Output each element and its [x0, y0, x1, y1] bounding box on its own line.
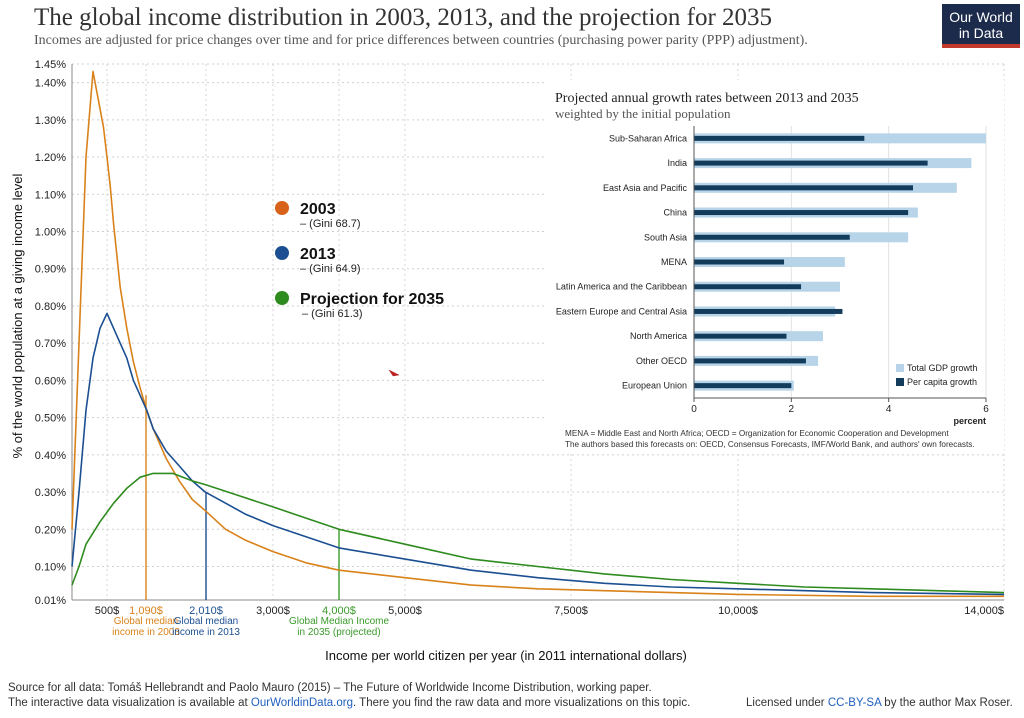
y-axis-title: % of the world population at a giving in… — [10, 174, 25, 459]
inset-category-label: MENA — [661, 257, 687, 267]
y-tick-label: 1.20% — [35, 152, 66, 164]
inset-legend-label: Total GDP growth — [907, 363, 977, 373]
y-tick-label: 0.60% — [35, 375, 66, 387]
inset-x-tick-label: 4 — [886, 404, 892, 415]
legend-label: 2013 — [300, 246, 336, 263]
inset-category-label: European Union — [622, 381, 687, 391]
series-line — [71, 312, 1005, 596]
license-link[interactable]: CC-BY-SA — [827, 697, 882, 709]
y-tick-label: 1.45% — [35, 59, 66, 71]
x-axis-title: Income per world citizen per year (in 20… — [325, 648, 687, 663]
x-tick-label: 2,010$ — [189, 605, 223, 617]
y-tick-label: 0.50% — [35, 413, 66, 425]
owid-logo[interactable]: Our World in Data — [942, 4, 1020, 48]
inset-category-label: Eastern Europe and Central Asia — [556, 306, 687, 316]
median-label: Global median — [114, 616, 178, 627]
y-tick-label: 0.90% — [35, 264, 66, 276]
legend-dot — [275, 246, 289, 260]
x-tick-label: 14,000$ — [964, 605, 1004, 617]
y-tick-label: 1.30% — [35, 115, 66, 127]
y-tick-label: 0.20% — [35, 524, 66, 536]
median-label: in 2035 (projected) — [297, 627, 380, 638]
x-tick-label: 7,500$ — [554, 605, 588, 617]
inset-bar-per-capita — [694, 358, 806, 364]
inset-category-label: China — [663, 208, 687, 218]
inset-x-tick-label: 0 — [691, 404, 697, 415]
y-tick-label: 0.10% — [35, 562, 66, 574]
inset-bar-per-capita — [694, 234, 850, 240]
inset-x-tick-label: 6 — [983, 404, 989, 415]
license-note: Licensed under CC-BY-SA by the author Ma… — [746, 697, 1013, 709]
inset-x-tick-label: 2 — [789, 404, 795, 415]
legend-label: Projection for 2035 — [300, 291, 444, 308]
y-tick-label: 0.70% — [35, 338, 66, 350]
x-tick-label: 5,000$ — [388, 605, 422, 617]
inset-category-label: Sub-Saharan Africa — [609, 133, 687, 143]
inset-note: MENA = Middle East and North Africa; OEC… — [565, 429, 949, 438]
inset-bar-per-capita — [694, 135, 865, 141]
inset-category-label: India — [667, 158, 687, 168]
inset-bar-per-capita — [694, 185, 913, 191]
source-note: Source for all data: Tomáš Hellebrandt a… — [8, 682, 652, 694]
inset-bar-per-capita — [694, 210, 909, 216]
y-tick-label: 0.30% — [35, 487, 66, 499]
median-label: Global median — [174, 616, 238, 627]
inset-subtitle: weighted by the initial population — [555, 106, 731, 121]
y-tick-label: 1.40% — [35, 78, 66, 90]
license-suffix: by the author Max Roser. — [881, 697, 1013, 709]
legend-note: – (Gini 61.3) — [302, 308, 363, 320]
inset-legend-swatch — [896, 378, 904, 386]
interactive-note: The interactive data visualization is av… — [8, 697, 690, 709]
x-tick-label: 3,000$ — [256, 605, 290, 617]
inset-x-axis-title: percent — [953, 416, 986, 426]
x-tick-label: 4,000$ — [322, 605, 356, 617]
y-tick-label: 0.01% — [35, 595, 66, 607]
y-tick-label: 0.40% — [35, 450, 66, 462]
inset-bar-per-capita — [694, 383, 792, 389]
legend-label: 2003 — [300, 201, 336, 218]
logo-line-2: in Data — [958, 25, 1004, 41]
owid-link[interactable]: OurWorldinData.org — [250, 697, 353, 709]
inset-legend-swatch — [896, 364, 904, 372]
x-tick-label: 10,000$ — [718, 605, 758, 617]
inset-title: Projected annual growth rates between 20… — [555, 91, 859, 106]
interactive-prefix: The interactive data visualization is av… — [8, 697, 251, 709]
page-subtitle: Incomes are adjusted for price changes o… — [34, 33, 808, 48]
y-tick-label: 1.00% — [35, 227, 66, 239]
x-tick-label: 1,090$ — [129, 605, 163, 617]
inset-category-label: Other OECD — [636, 356, 688, 366]
inset-note: The authors based this forecasts on: OEC… — [565, 440, 975, 449]
inset-legend-label: Per capita growth — [907, 377, 977, 387]
inset-bar-per-capita — [694, 160, 928, 166]
median-label: income in 2003 — [112, 627, 180, 638]
inset-category-label: North America — [630, 331, 687, 341]
legend-note: – (Gini 64.9) — [300, 263, 361, 275]
inset-category-label: Latin America and the Caribbean — [556, 282, 687, 292]
legend-dot — [275, 291, 289, 305]
median-label: Global Median Income — [289, 616, 389, 627]
y-tick-label: 0.80% — [35, 301, 66, 313]
license-prefix: Licensed under — [746, 697, 828, 709]
inset-bar-per-capita — [694, 308, 843, 314]
logo-line-1: Our World — [949, 9, 1013, 25]
cursor-icon — [388, 369, 400, 377]
inset-category-label: East Asia and Pacific — [603, 183, 688, 193]
inset-bar-per-capita — [694, 259, 785, 265]
inset-bar-per-capita — [694, 333, 787, 339]
y-tick-label: 1.10% — [35, 189, 66, 201]
page-title: The global income distribution in 2003, … — [34, 4, 773, 31]
inset-category-label: South Asia — [644, 232, 687, 242]
inset-bar-per-capita — [694, 284, 802, 290]
series-line — [71, 472, 1005, 594]
legend-note: – (Gini 68.7) — [300, 218, 361, 230]
logo-accent-bar — [942, 44, 1020, 48]
legend-dot — [275, 201, 289, 215]
interactive-suffix: . There you find the raw data and more v… — [352, 697, 691, 709]
median-label: income in 2013 — [172, 627, 240, 638]
x-tick-label: 500$ — [95, 605, 119, 617]
series-line — [71, 70, 1004, 598]
